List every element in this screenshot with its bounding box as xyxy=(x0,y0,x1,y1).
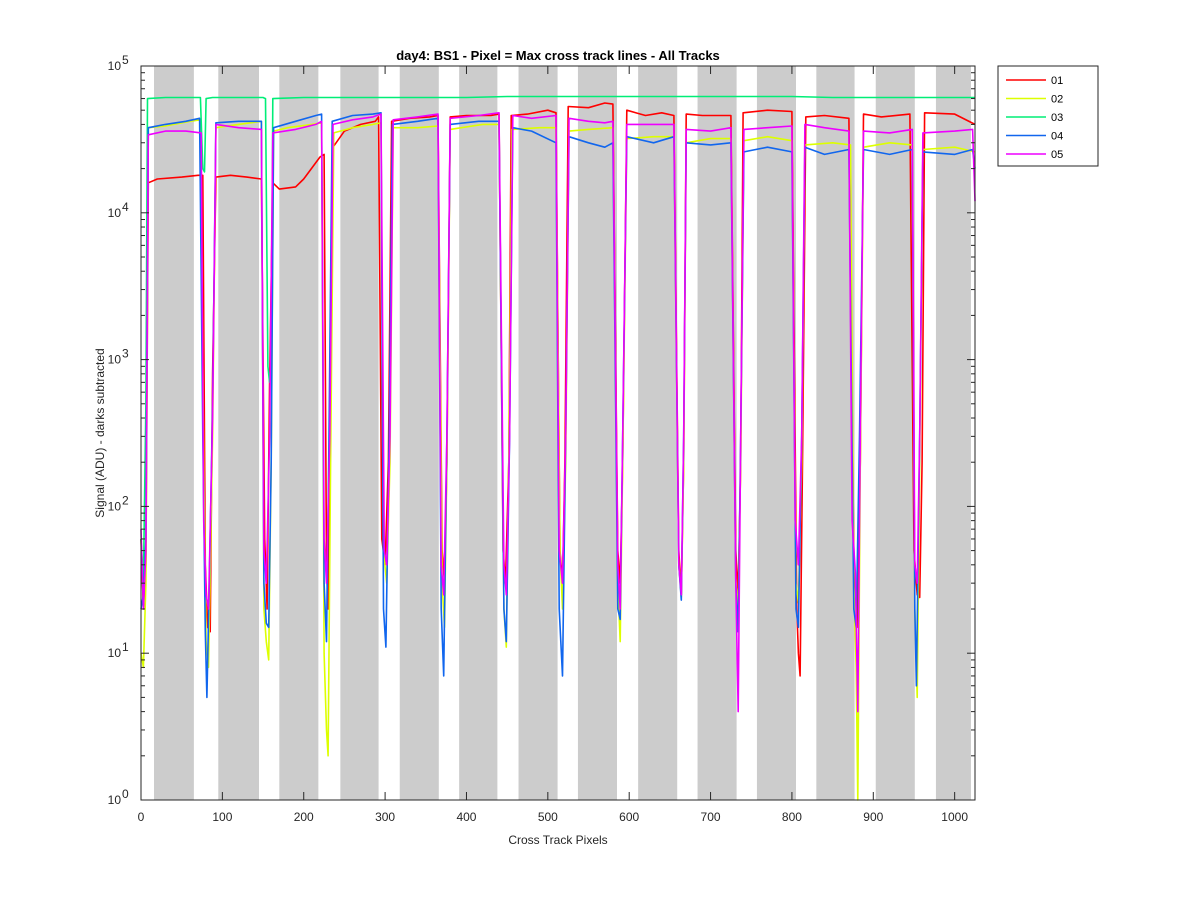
series-line-03 xyxy=(140,95,975,584)
series-lines xyxy=(140,95,976,801)
shaded-band xyxy=(340,66,379,800)
y-tick-label-exponent: 2 xyxy=(122,493,129,507)
shaded-band xyxy=(399,66,439,800)
y-axis-label: Signal (ADU) - darks subtracted xyxy=(93,348,107,517)
x-tick-label: 600 xyxy=(619,810,639,824)
shaded-band xyxy=(218,66,259,800)
legend-box xyxy=(997,65,1099,167)
x-tick-label: 900 xyxy=(863,810,883,824)
shaded-bands xyxy=(154,66,971,800)
y-tick-label-exponent: 3 xyxy=(122,347,129,361)
series-line-01 xyxy=(140,102,976,677)
shaded-band xyxy=(697,66,737,800)
shaded-band xyxy=(459,66,498,800)
y-tick-label: 10 xyxy=(108,793,122,807)
shaded-band xyxy=(638,66,678,800)
x-tick-label: 200 xyxy=(294,810,314,824)
y-tick-label: 10 xyxy=(108,206,122,220)
y-tick-label: 10 xyxy=(108,499,122,513)
y-tick-label: 10 xyxy=(108,353,122,367)
y-tick-label-exponent: 0 xyxy=(122,787,129,801)
plot-frame xyxy=(140,65,976,801)
legend-label-02: 02 xyxy=(1051,94,1063,106)
shaded-band xyxy=(577,66,617,800)
legend-label-01: 01 xyxy=(1051,75,1063,87)
x-tick-label: 400 xyxy=(456,810,476,824)
x-tick-label: 300 xyxy=(375,810,395,824)
series-line-05 xyxy=(140,112,976,713)
shaded-band xyxy=(816,66,855,800)
y-tick-label-exponent: 1 xyxy=(122,640,129,654)
y-tick-label-exponent: 4 xyxy=(122,200,129,214)
x-tick-label: 0 xyxy=(138,810,145,824)
shaded-band xyxy=(518,66,558,800)
x-tick-label: 100 xyxy=(212,810,232,824)
shaded-band xyxy=(279,66,319,800)
x-tick-label: 800 xyxy=(782,810,802,824)
y-tick-label: 10 xyxy=(108,646,122,660)
shaded-band xyxy=(756,66,796,800)
y-tick-label: 10 xyxy=(108,59,122,73)
shaded-band xyxy=(875,66,915,800)
x-tick-label: 1000 xyxy=(941,810,968,824)
shaded-band xyxy=(935,66,971,800)
x-tick-label: 700 xyxy=(701,810,721,824)
legend: 01 02 03 04 05 xyxy=(997,65,1099,167)
legend-label-04: 04 xyxy=(1051,131,1063,143)
y-tick-label-exponent: 5 xyxy=(122,53,129,67)
shaded-band xyxy=(154,66,194,800)
legend-label-03: 03 xyxy=(1051,112,1063,124)
legend-label-05: 05 xyxy=(1051,149,1063,161)
x-tick-label: 500 xyxy=(538,810,558,824)
chart-title: day4: BS1 - Pixel = Max cross track line… xyxy=(396,48,720,63)
x-axis-label: Cross Track Pixels xyxy=(508,833,607,847)
